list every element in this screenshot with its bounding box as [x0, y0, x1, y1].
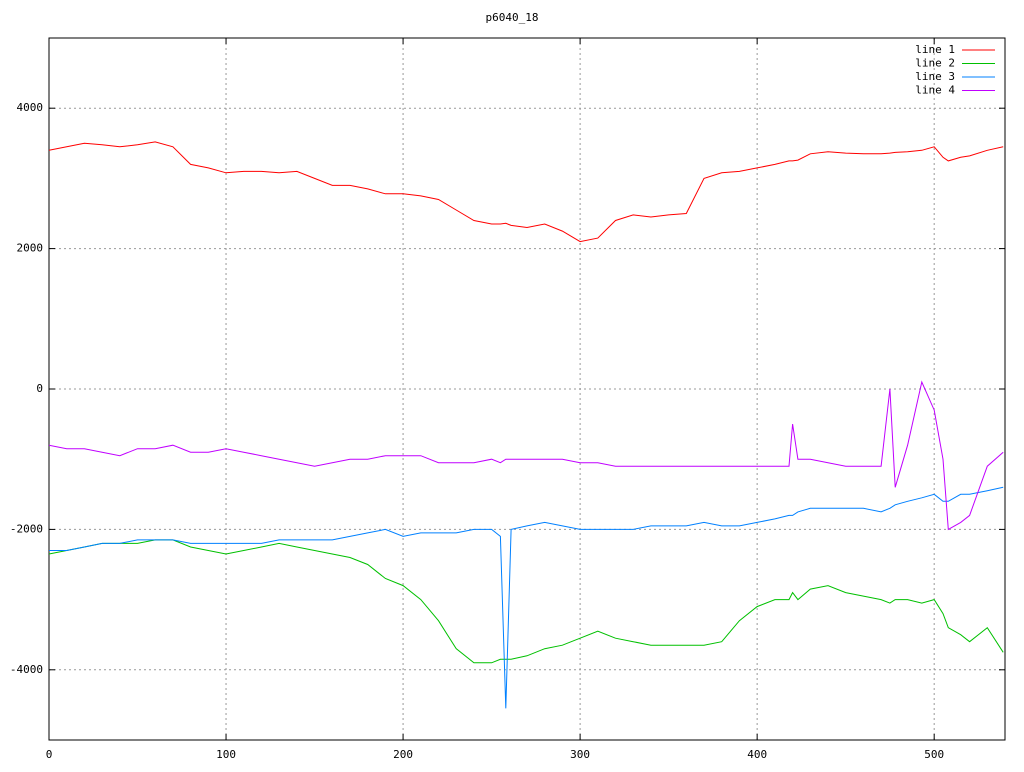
y-tick-label: -2000: [10, 522, 43, 535]
data-line: [49, 486, 1004, 709]
data-line: [48, 539, 1004, 664]
y-tick-label: -4000: [10, 663, 43, 676]
chart-title: p6040_18: [486, 11, 539, 24]
x-tick-label: 0: [46, 748, 53, 761]
plot-frame: [48, 37, 1006, 741]
x-tick-label: 300: [570, 748, 590, 761]
legend-label: line 2: [915, 57, 955, 70]
y-tick-label: 2000: [17, 242, 44, 255]
data-line: [48, 380, 1004, 531]
x-tick-label: 500: [924, 748, 944, 761]
data-line: [48, 141, 1004, 243]
legend-label: line 4: [915, 84, 955, 97]
legend-label: line 1: [915, 43, 955, 56]
x-tick-label: 200: [393, 748, 413, 761]
x-tick-label: 100: [216, 748, 236, 761]
y-tick-label: 0: [36, 382, 43, 395]
x-tick-label: 400: [747, 748, 767, 761]
y-tick-label: 4000: [17, 101, 44, 114]
legend-label: line 3: [915, 70, 955, 83]
